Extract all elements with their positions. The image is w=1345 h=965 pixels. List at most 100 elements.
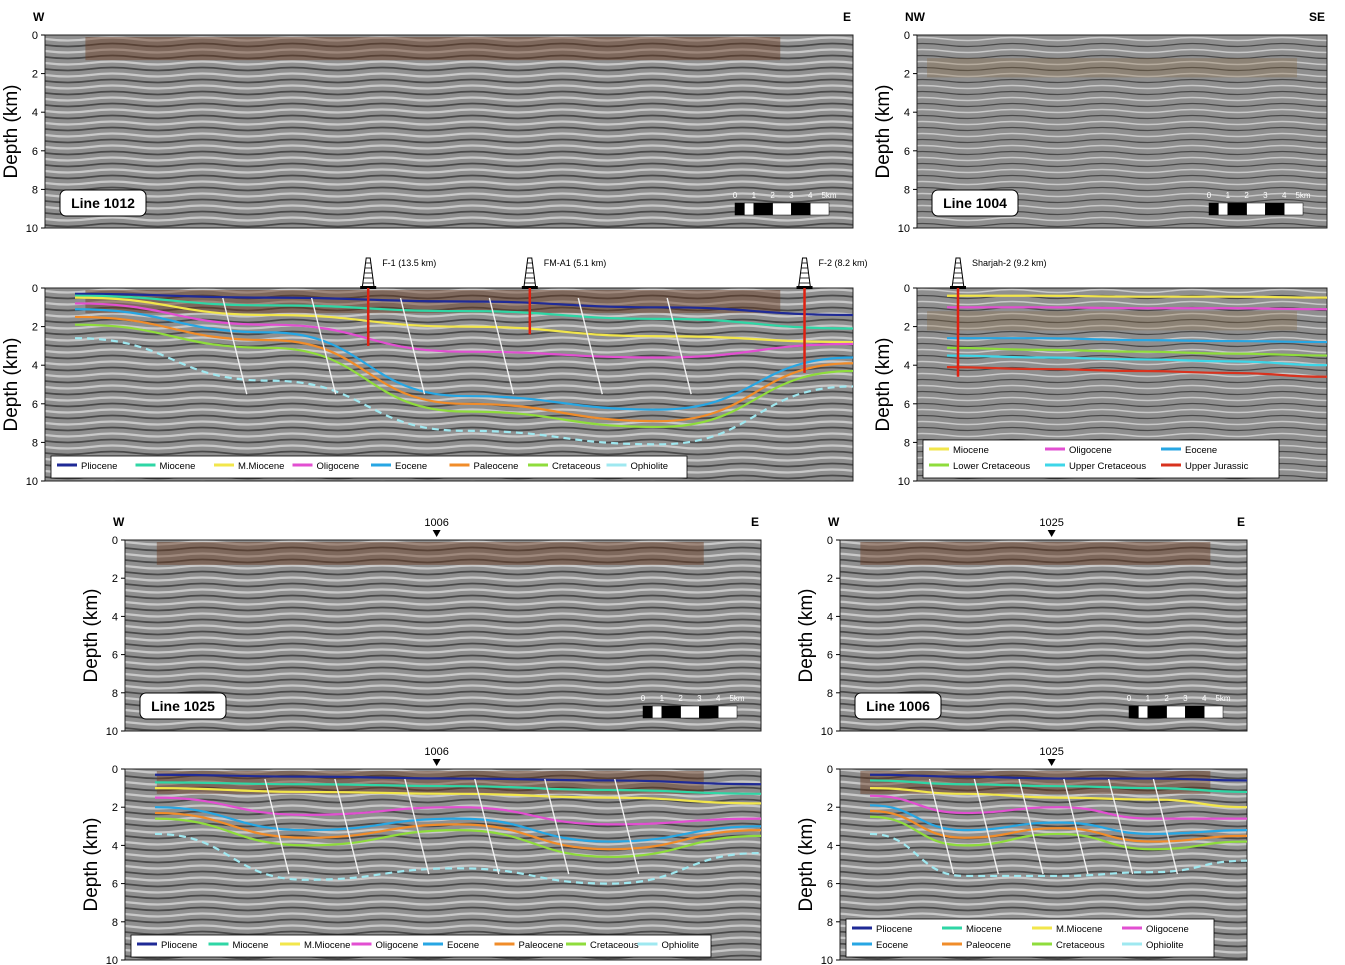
faults — [264, 778, 640, 875]
scale-segment — [652, 705, 663, 719]
horizon-miocene — [869, 779, 1248, 794]
fault-line — [404, 778, 430, 875]
legend-entry: M.Miocene — [1056, 924, 1102, 935]
legend-entry: Ophiolite — [1146, 940, 1184, 951]
y-tick-label: 4 — [827, 840, 833, 852]
depth-axis: 0 2 4 6 8 10 Depth (km) — [81, 764, 125, 965]
scale-label: 5km — [1295, 191, 1310, 200]
line-label-box: Line 1012 — [59, 189, 147, 217]
y-tick-label: 10 — [26, 223, 38, 235]
fault-line — [666, 297, 692, 395]
legend: Pliocene Miocene M.Miocene Oligocene Eocene P… — [845, 918, 1215, 958]
scale-segment — [1218, 202, 1229, 216]
panel-p1012a: 0 2 4 6 8 10 Depth (km) W E Line 1012 0 1 2 3 4 5km — [1, 10, 854, 235]
legend-entry: Lower Cretaceous — [953, 461, 1030, 472]
shallow-reflectors — [927, 58, 1297, 78]
legend: Pliocene Miocene M.Miocene Oligocene Eocene P… — [130, 934, 712, 958]
faults — [928, 778, 1179, 875]
horizon-cretaceous — [869, 815, 1248, 851]
legend-entry: Miocene — [160, 461, 196, 472]
shallow-reflectors — [860, 542, 1211, 565]
scale-label: 3 — [789, 191, 794, 200]
line-label-box: Line 1004 — [931, 189, 1019, 217]
line-label: Line 1006 — [866, 698, 930, 714]
well-label: F-1 (13.5 km) — [382, 258, 436, 268]
scale-label: 0 — [641, 694, 646, 703]
horizon-m-miocene — [74, 296, 854, 344]
well: F-2 (8.2 km) — [796, 257, 868, 373]
panel-frame — [44, 287, 854, 482]
y-tick-label: 10 — [898, 476, 910, 488]
y-tick-label: 6 — [112, 879, 118, 891]
scale-segment — [1283, 202, 1304, 216]
scale-bar: 0 1 2 3 4 5km — [733, 191, 837, 216]
scale-bar: 0 1 2 3 4 5km — [1207, 191, 1311, 216]
panel-p1012b: 0 2 4 6 8 10 Depth (km) F-1 (13.5 km) FM-A1 (5.1… — [1, 257, 868, 488]
depth-axis: 0 2 4 6 8 10 Depth (km) — [796, 764, 840, 965]
y-tick-label: 10 — [898, 223, 910, 235]
scale-label: 5km — [729, 694, 744, 703]
horizon-ophiolite — [154, 832, 762, 885]
y-axis-title: Depth (km) — [1, 338, 22, 432]
direction-right: E — [751, 515, 759, 529]
legend-entry: Ophiolite — [662, 940, 700, 951]
legend-entry: Miocene — [233, 940, 269, 951]
line-label: Line 1004 — [943, 195, 1007, 211]
legend-entry: Ophiolite — [631, 461, 669, 472]
y-tick-label: 6 — [112, 650, 118, 662]
horizon-upper-jurassic — [946, 366, 1328, 378]
panel-p1004b: 0 2 4 6 8 10 Depth (km) Sharjah-2 (9.2 km) Mioce… — [873, 257, 1328, 488]
horizon-pliocene — [154, 773, 762, 786]
legend-entry: Oligocene — [1069, 445, 1112, 456]
legend-entry: M.Miocene — [304, 940, 350, 951]
y-tick-label: 6 — [827, 650, 833, 662]
legend-entry: M.Miocene — [238, 461, 284, 472]
horizon-cretaceous — [154, 817, 762, 858]
y-tick-label: 8 — [904, 184, 910, 196]
scale-label: 1 — [660, 694, 665, 703]
horizon-miocene — [947, 294, 1328, 299]
tie-marker-icon — [432, 530, 441, 537]
horizon-oligocene — [869, 794, 1247, 820]
horizon-miocene — [74, 294, 854, 330]
fault-line — [973, 778, 999, 875]
scale-segment — [1246, 202, 1266, 216]
scale-segment — [680, 705, 700, 719]
panel-p1006a: 0 2 4 6 8 10 Depth (km) W E 1025 Line 1006 0 1 2 3 4 5km — [796, 515, 1248, 738]
horizon-oligocene — [154, 796, 762, 826]
legend-entry: Cretaceous — [552, 461, 601, 472]
derrick-icon — [360, 257, 377, 289]
legend-entry: Paleocene — [966, 940, 1011, 951]
legend-entry: Paleocene — [519, 940, 564, 951]
faults — [222, 297, 692, 395]
y-tick-label: 8 — [827, 688, 833, 700]
scale-segment — [1128, 705, 1139, 719]
horizon-eocene — [154, 806, 762, 843]
depth-axis: 0 2 4 6 8 10 Depth (km) — [873, 283, 917, 488]
legend-entry: Eocene — [1185, 445, 1217, 456]
fault-line — [544, 778, 570, 875]
scale-segment — [1208, 202, 1219, 216]
legend-entry: Oligocene — [317, 461, 360, 472]
line-label-box: Line 1006 — [854, 692, 942, 720]
panel-frame — [839, 768, 1248, 961]
scale-label: 2 — [678, 694, 683, 703]
y-tick-label: 0 — [827, 535, 833, 547]
scale-segment — [772, 202, 792, 216]
direction-right: E — [843, 10, 851, 24]
y-tick-label: 0 — [904, 283, 910, 295]
legend-box — [845, 918, 1215, 958]
seismic-section — [45, 288, 853, 481]
tie-marker-icon — [1047, 759, 1056, 766]
legend-entry: Pliocene — [876, 924, 912, 935]
legend-entry: Miocene — [953, 445, 989, 456]
fault-line — [399, 297, 426, 395]
panel-p1025b: 0 2 4 6 8 10 Depth (km) 1006 Pliocene Miocene M.Mi… — [81, 746, 762, 965]
tie-marker-icon — [432, 759, 441, 766]
panel-p1006b: 0 2 4 6 8 10 Depth (km) 1025 Pliocene Miocene M.Mi… — [796, 746, 1248, 965]
y-axis-title: Depth (km) — [873, 85, 894, 179]
horizon-eocene — [946, 337, 1328, 344]
legend-box — [922, 439, 1280, 479]
y-tick-label: 2 — [827, 802, 833, 814]
horizon-lower-cretaceous — [946, 346, 1328, 357]
